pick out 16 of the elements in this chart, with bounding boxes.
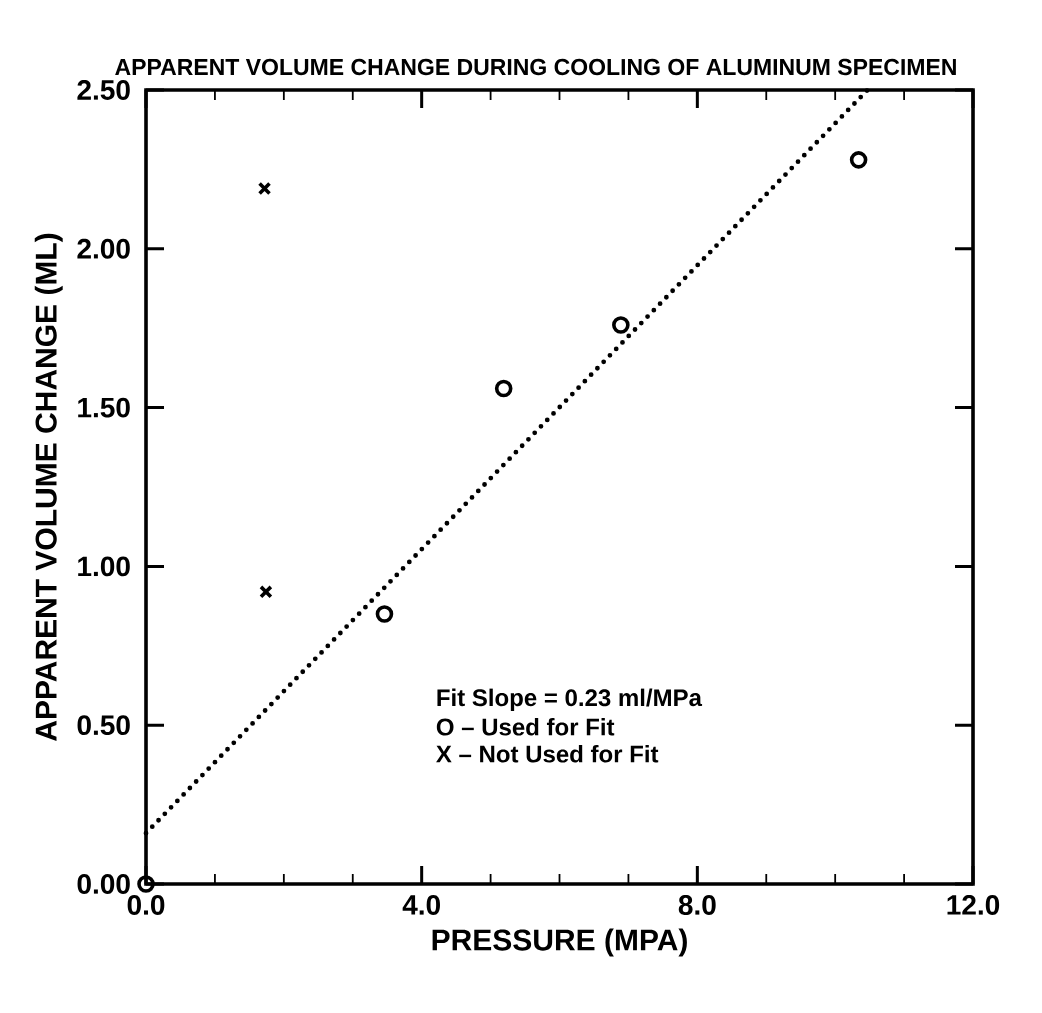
x-axis-title: PRESSURE (MPA) [432, 928, 687, 957]
y-axis-title: APPARENT VOLUME CHANGE (ML) [34, 233, 63, 741]
y-tick-label: 0.50 [77, 715, 130, 736]
y-tick-label: 2.00 [77, 238, 130, 259]
x-tick-label: 4.0 [402, 895, 440, 915]
annotation: Fit Slope = 0.23 ml/MPa [437, 688, 703, 711]
x-tick-label: 8.0 [678, 895, 716, 915]
chart-title: APPARENT VOLUME CHANGE DURING COOLING OF ALUMINUM SPECIMEN [115, 58, 956, 76]
y-tick-label: 2.50 [77, 80, 130, 100]
x-tick-label: 0.0 [127, 895, 165, 915]
x-tick-label: 12.0 [947, 895, 1000, 915]
annotation: O – Used for Fit [436, 717, 615, 736]
y-tick-label: 1.00 [78, 556, 130, 577]
y-tick-label: 0.00 [77, 874, 130, 894]
y-tick-label: 1.50 [78, 397, 130, 418]
annotation: X – Not Used for Fit [436, 744, 659, 763]
